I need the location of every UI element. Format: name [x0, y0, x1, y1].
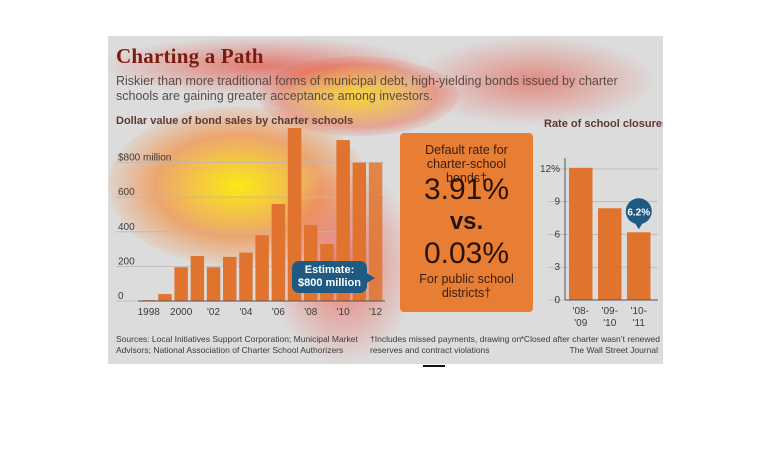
- vs-label: vs.: [449, 208, 484, 235]
- bar-2012: [368, 162, 383, 301]
- x-tick-label-line1: '10-: [631, 306, 647, 317]
- bar-2000: [174, 267, 188, 301]
- dagger-footnote: †Includes missed payments, drawing on re…: [370, 334, 522, 355]
- x-tick-label: '12: [369, 307, 382, 318]
- page-marker: [423, 365, 445, 367]
- estimate-callout-pointer: [365, 272, 375, 284]
- bar-2010: [336, 140, 350, 301]
- left-chart-title: Dollar value of bond sales by charter sc…: [116, 115, 354, 127]
- y-tick-label: 3: [554, 262, 560, 273]
- bar-'09-'10: [598, 208, 622, 300]
- x-tick-label: 1998: [138, 307, 161, 318]
- bar-2002: [206, 267, 221, 301]
- x-tick-label: '08: [304, 307, 317, 318]
- bar-2005: [255, 235, 269, 301]
- asterisk-footnote: *Closed after charter wasn’t renewed: [520, 334, 660, 344]
- publisher-credit: The Wall Street Journal: [569, 345, 659, 355]
- page-title: Charting a Path: [116, 44, 264, 68]
- default-rate-box: Default rate for charter-school bonds† 3…: [400, 133, 533, 312]
- estimate-callout: Estimate: $800 million: [292, 261, 367, 293]
- charter-default-rate: 3.91%: [423, 173, 510, 206]
- x-tick-label: '02: [207, 307, 220, 318]
- default-rate-label: Default rate for charter-school bonds†: [425, 143, 508, 185]
- y-tick-label: 200: [118, 256, 135, 267]
- x-tick-label-line2: '11: [633, 318, 646, 329]
- bar-2007: [287, 128, 302, 301]
- bar-'10-'11: [627, 232, 651, 300]
- x-tick-label: '06: [272, 307, 285, 318]
- y-tick-label: 12%: [540, 164, 560, 175]
- x-tick-label: '10: [337, 307, 350, 318]
- y-tick-label: 400: [118, 222, 135, 233]
- bar-2003: [223, 256, 237, 301]
- right-chart-title: Rate of school closures*: [544, 118, 663, 130]
- y-tick-label: 600: [118, 187, 135, 198]
- x-tick-label: '04: [239, 307, 252, 318]
- closure-callout-bubble: [625, 198, 652, 225]
- public-default-rate: 0.03%: [423, 237, 510, 270]
- sources-footnote: Sources: Local Initiatives Support Corpo…: [116, 334, 358, 355]
- closure-callout-pointer: [633, 221, 644, 230]
- y-tick-label: $800 million: [118, 153, 171, 164]
- x-tick-label: 2000: [170, 307, 193, 318]
- bar-2001: [190, 256, 205, 301]
- infographic-card: Charting a Path Riskier than more tradit…: [108, 36, 663, 364]
- x-tick-label-line1: '08-: [573, 306, 589, 317]
- subtitle: Riskier than more traditional forms of m…: [116, 74, 618, 103]
- bar-2004: [239, 252, 253, 301]
- bar-'08-'09: [569, 167, 593, 300]
- y-tick-label: 0: [118, 291, 124, 302]
- school-closures-chart: 0 3 6 9 12% '08-'09 '09-'10 '10-'11 6.2%: [540, 158, 658, 329]
- public-school-label: For public school districts†: [419, 272, 514, 300]
- bar-1999: [158, 294, 172, 301]
- closure-callout-label: 6.2%: [627, 207, 650, 218]
- y-tick-label: 0: [554, 295, 560, 306]
- y-tick-label: 9: [554, 197, 560, 208]
- y-tick-label: 6: [554, 229, 560, 240]
- x-tick-label-line2: '09: [574, 318, 587, 329]
- x-tick-label-line2: '10: [603, 318, 616, 329]
- bar-2006: [271, 204, 286, 301]
- x-tick-label-line1: '09-: [602, 306, 618, 317]
